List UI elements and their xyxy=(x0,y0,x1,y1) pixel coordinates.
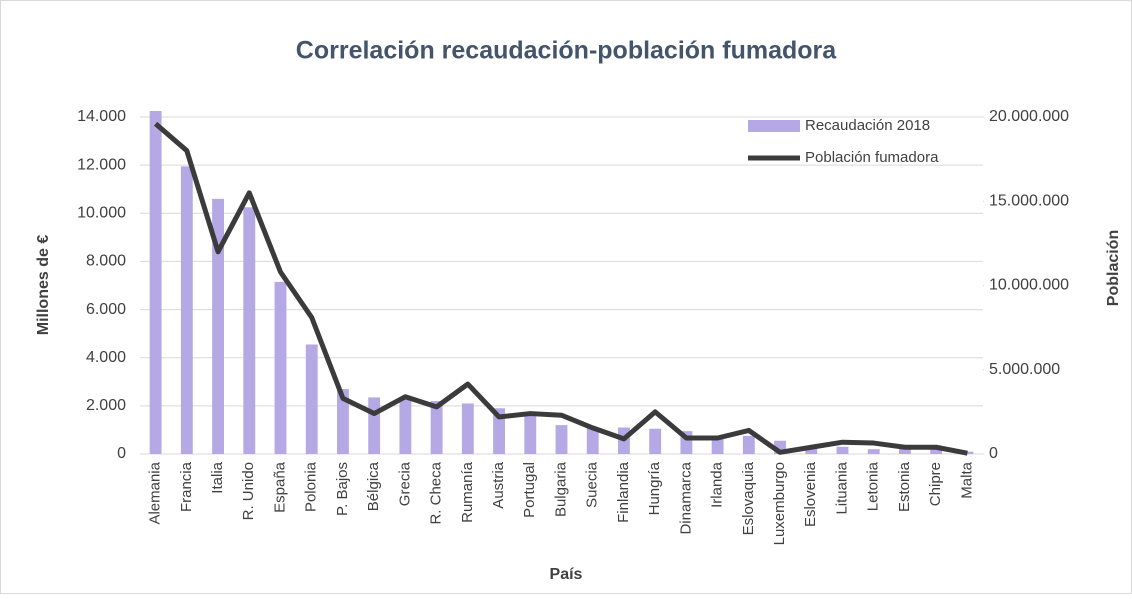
bar xyxy=(930,449,943,454)
y2-tick-label: 15.000.000 xyxy=(989,192,1069,209)
bar xyxy=(212,198,224,454)
bar xyxy=(524,414,537,454)
y2-tick-label: 10.000.000 xyxy=(989,277,1069,294)
bar xyxy=(836,446,849,454)
bar xyxy=(586,427,599,454)
bar xyxy=(461,403,474,454)
y-axis-title: Millones de € xyxy=(35,235,52,336)
bar xyxy=(867,449,880,454)
bar xyxy=(680,431,693,454)
y2-tick-label: 0 xyxy=(989,445,998,462)
x-tick-label: Bélgica xyxy=(365,461,382,511)
x-tick-label: R. Unido xyxy=(240,462,257,520)
bar xyxy=(899,447,911,454)
x-tick-label: Luxemburgo xyxy=(771,462,788,545)
y-tick-label: 8.000 xyxy=(86,253,126,270)
y-tick-label: 14.000 xyxy=(77,108,126,125)
x-tick-label: Estonia xyxy=(896,461,913,512)
legend-swatch xyxy=(748,120,800,132)
y-tick-label: 2.000 xyxy=(86,397,126,414)
bar xyxy=(399,398,412,454)
bar xyxy=(711,437,724,454)
y-tick-label: 6.000 xyxy=(86,301,126,318)
x-tick-label: Malta xyxy=(958,461,975,498)
y-tick-label: 10.000 xyxy=(77,205,126,222)
line xyxy=(153,121,968,456)
legend-label: Población fumadora xyxy=(805,149,939,166)
bar xyxy=(337,389,349,454)
y-tick-label: 12.000 xyxy=(77,156,126,173)
x-tick-label: Grecia xyxy=(396,461,413,506)
x-tick-label: Letonia xyxy=(865,461,882,511)
x-tick-label: Bulgaria xyxy=(552,461,569,517)
x-tick-label: Austria xyxy=(490,461,507,508)
x-tick-label: R. Checa xyxy=(428,461,445,524)
x-tick-label: Portugal xyxy=(521,462,538,518)
legend-label: Recaudación 2018 xyxy=(805,117,930,134)
y2-axis-title: Población xyxy=(1105,230,1122,306)
x-tick-label: Rumanía xyxy=(459,461,476,523)
x-tick-label: Alemania xyxy=(147,461,164,524)
bar xyxy=(430,401,443,454)
bar xyxy=(805,447,818,454)
x-tick-label: Eslovaquia xyxy=(740,461,757,535)
y2-tick-label: 5.000.000 xyxy=(989,361,1060,378)
x-tick-label: Francia xyxy=(178,461,195,512)
chart-title: Correlación recaudación-población fumado… xyxy=(296,37,837,65)
x-tick-label: Eslovenia xyxy=(802,461,819,527)
bar xyxy=(305,344,318,454)
bar xyxy=(243,207,256,454)
bar xyxy=(555,425,568,454)
x-tick-label: Finlandia xyxy=(615,461,632,523)
x-tick-label: Irlanda xyxy=(709,461,726,508)
x-tick-label: Polonia xyxy=(303,461,320,512)
x-tick-label: Chipre xyxy=(927,462,944,506)
bar xyxy=(649,428,662,454)
x-tick-label: P. Bajos xyxy=(334,462,351,516)
y-tick-label: 4.000 xyxy=(86,349,126,366)
y-tick-label: 0 xyxy=(117,445,126,462)
x-tick-label: Suecia xyxy=(584,461,601,508)
y2-tick-label: 20.000.000 xyxy=(989,108,1069,125)
bar xyxy=(274,281,287,454)
bar xyxy=(742,435,755,454)
x-tick-label: Italia xyxy=(209,461,226,493)
bar xyxy=(180,166,193,454)
x-tick-label: Hungría xyxy=(646,461,663,515)
bar xyxy=(774,440,786,454)
bar xyxy=(149,110,162,454)
bar xyxy=(493,408,505,454)
x-tick-label: España xyxy=(271,461,288,513)
x-tick-label: Lituania xyxy=(833,461,850,514)
x-axis-title: País xyxy=(550,566,583,583)
x-tick-label: Dinamarca xyxy=(677,461,694,534)
bar xyxy=(368,397,381,454)
